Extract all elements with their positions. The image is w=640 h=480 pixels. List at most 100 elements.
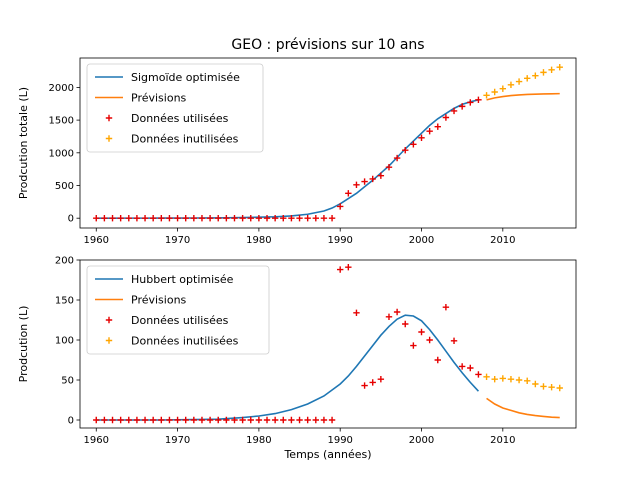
- data-point-donnees-inutilisees: [515, 376, 523, 384]
- data-point-donnees-utilisees: [223, 214, 230, 222]
- data-point-donnees-utilisees: [109, 416, 116, 424]
- data-point-donnees-utilisees: [158, 214, 165, 222]
- y-axis-label: Prodcution (L): [17, 306, 30, 383]
- y-tick-label: 1500: [49, 116, 74, 127]
- data-point-donnees-utilisees: [434, 123, 441, 130]
- y-tick-label: 0: [68, 416, 74, 427]
- data-point-donnees-utilisees: [442, 304, 450, 311]
- data-point-donnees-utilisees: [239, 214, 246, 222]
- data-point-donnees-utilisees: [458, 103, 466, 110]
- plot-area: [93, 264, 563, 424]
- legend-box: [86, 265, 270, 355]
- data-point-donnees-utilisees: [174, 416, 181, 424]
- data-point-donnees-utilisees: [206, 416, 214, 424]
- data-point-donnees-utilisees: [125, 416, 132, 424]
- legend-swatch-donnees-utilisees: [105, 114, 113, 122]
- data-point-donnees-utilisees: [296, 416, 303, 424]
- legend-label-previsions: Prévisions: [131, 294, 187, 307]
- data-point-donnees-inutilisees: [515, 78, 523, 85]
- data-point-donnees-utilisees: [141, 214, 149, 222]
- data-point-donnees-utilisees: [149, 214, 157, 222]
- legend-label-donnees-inutilisees: Données inutilisées: [131, 335, 239, 348]
- data-point-donnees-utilisees: [426, 128, 433, 135]
- data-point-donnees-utilisees: [393, 308, 401, 316]
- data-point-donnees-utilisees: [467, 364, 474, 372]
- data-point-donnees-inutilisees: [540, 383, 547, 390]
- data-point-donnees-inutilisees: [556, 384, 563, 392]
- series-line-previsions: [486, 397, 560, 419]
- data-point-donnees-utilisees: [182, 416, 189, 424]
- data-point-donnees-utilisees: [288, 214, 295, 222]
- y-tick-label: 1000: [49, 148, 74, 159]
- data-point-donnees-utilisees: [336, 266, 344, 273]
- legend-label-previsions: Prévisions: [131, 92, 187, 105]
- data-point-donnees-utilisees: [328, 416, 336, 424]
- x-tick-label: 2000: [409, 235, 434, 246]
- data-point-donnees-utilisees: [215, 214, 222, 222]
- data-point-donnees-utilisees: [198, 416, 206, 424]
- data-point-donnees-utilisees: [158, 416, 165, 424]
- data-point-donnees-utilisees: [223, 416, 230, 424]
- data-point-donnees-inutilisees: [524, 75, 531, 82]
- data-point-donnees-utilisees: [410, 342, 417, 349]
- x-tick-label: 1970: [165, 235, 190, 246]
- data-point-donnees-inutilisees: [507, 376, 515, 383]
- x-tick-label: 1990: [327, 435, 352, 446]
- data-point-donnees-inutilisees: [556, 63, 563, 71]
- y-tick-label: 0: [68, 214, 74, 225]
- data-point-donnees-utilisees: [450, 337, 458, 344]
- data-point-donnees-utilisees: [288, 416, 295, 424]
- legend: Hubbert optimisée Prévisions Données utili…: [86, 265, 270, 355]
- data-point-donnees-utilisees: [304, 214, 311, 222]
- data-point-donnees-utilisees: [206, 214, 214, 222]
- data-point-donnees-utilisees: [418, 328, 425, 336]
- data-point-donnees-utilisees: [426, 336, 433, 344]
- x-tick-label: 1980: [246, 235, 271, 246]
- data-point-donnees-utilisees: [475, 96, 482, 104]
- y-tick-label: 2000: [49, 83, 74, 94]
- data-point-donnees-utilisees: [320, 214, 328, 222]
- y-axis-label: Prodcution totale (L): [17, 87, 30, 199]
- data-point-donnees-utilisees: [458, 363, 466, 370]
- data-point-donnees-utilisees: [475, 371, 482, 378]
- data-point-donnees-utilisees: [320, 416, 328, 424]
- data-point-donnees-utilisees: [377, 376, 385, 383]
- data-point-donnees-utilisees: [166, 214, 173, 222]
- legend-label-donnees-inutilisees: Données inutilisées: [131, 133, 239, 146]
- x-tick-label: 1990: [327, 235, 352, 246]
- data-point-donnees-inutilisees: [483, 92, 490, 99]
- plot-area: [93, 63, 563, 222]
- data-point-donnees-utilisees: [402, 320, 409, 328]
- legend-label-sigmoide-optimisee: Sigmoïde optimisée: [131, 71, 240, 84]
- data-point-donnees-inutilisees: [491, 376, 498, 383]
- data-point-donnees-utilisees: [434, 356, 441, 364]
- data-point-donnees-utilisees: [353, 181, 360, 189]
- legend-label-hubbert-optimisee: Hubbert optimisée: [131, 273, 234, 286]
- data-point-donnees-utilisees: [312, 416, 320, 424]
- data-point-donnees-inutilisees: [548, 66, 555, 73]
- data-point-donnees-inutilisees: [532, 380, 539, 388]
- data-point-donnees-utilisees: [247, 416, 254, 424]
- x-tick-label: 2010: [490, 435, 515, 446]
- data-point-donnees-utilisees: [304, 416, 311, 424]
- data-point-donnees-utilisees: [410, 141, 417, 148]
- data-point-donnees-utilisees: [450, 107, 458, 115]
- data-point-donnees-utilisees: [280, 214, 287, 222]
- data-point-donnees-utilisees: [271, 416, 279, 424]
- data-point-donnees-utilisees: [418, 134, 425, 141]
- data-point-donnees-utilisees: [361, 178, 368, 185]
- x-tick-label: 1960: [84, 235, 109, 246]
- data-point-donnees-utilisees: [361, 382, 368, 389]
- data-point-donnees-utilisees: [312, 214, 320, 222]
- data-point-donnees-utilisees: [133, 214, 141, 222]
- data-point-donnees-utilisees: [377, 172, 385, 179]
- data-point-donnees-utilisees: [231, 214, 238, 222]
- data-point-donnees-utilisees: [271, 214, 279, 222]
- data-point-donnees-utilisees: [101, 214, 108, 222]
- data-point-donnees-utilisees: [296, 214, 303, 222]
- data-point-donnees-utilisees: [353, 309, 360, 316]
- data-point-donnees-utilisees: [280, 416, 287, 424]
- chart-annual-production: 1960 1970 1980 1990 2000 2010 0 50 100 150 200 Temp…: [17, 256, 577, 461]
- data-point-donnees-utilisees: [369, 175, 376, 183]
